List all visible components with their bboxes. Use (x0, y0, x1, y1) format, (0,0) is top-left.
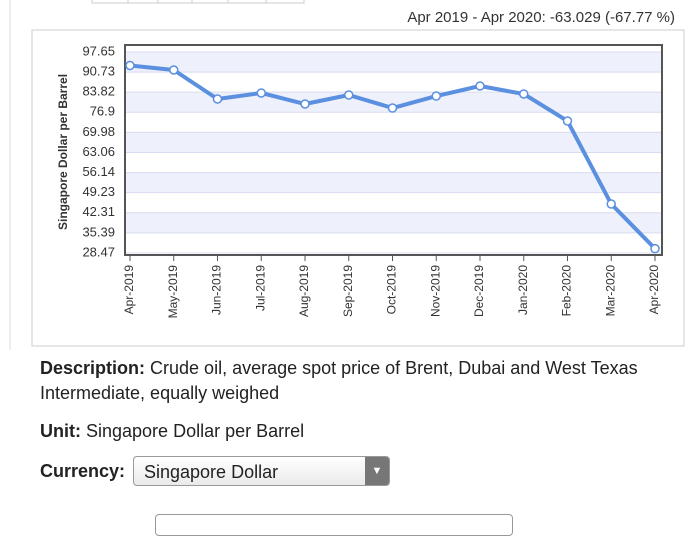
y-tick-label: 69.98 (82, 124, 115, 139)
x-tick-label: Jul-2019 (253, 265, 267, 311)
x-tick-label: Oct-2019 (385, 265, 399, 315)
x-tick-label: Sep-2019 (341, 265, 355, 317)
data-point (344, 90, 354, 100)
data-point (387, 103, 398, 113)
unit-label: Unit: (40, 421, 81, 441)
x-tick-label: Dec-2019 (472, 265, 486, 317)
y-tick-label: 90.73 (82, 64, 115, 79)
data-point (650, 243, 660, 254)
y-tick-label: 49.23 (82, 184, 115, 199)
data-point (125, 60, 135, 71)
x-tick-label: Jun-2019 (210, 265, 224, 315)
y-tick-label: 42.31 (82, 204, 115, 219)
x-tick-label: Aug-2019 (297, 265, 311, 317)
currency-label: Currency: (40, 461, 126, 481)
x-tick-label: Apr-2019 (122, 265, 136, 315)
partial-control (155, 514, 513, 536)
y-tick-label: 28.47 (82, 244, 115, 259)
x-tick-label: Feb-2020 (560, 265, 574, 317)
select-arrow: ▼ (365, 457, 389, 485)
data-point (256, 88, 266, 98)
plot-border (124, 44, 663, 256)
description-text: Crude oil, average spot price of Brent, … (40, 358, 638, 403)
x-tick-label: Nov-2019 (428, 265, 442, 317)
x-tick-label: Jan-2020 (516, 265, 530, 315)
top-buttons (91, 0, 305, 4)
x-tick-label: May-2019 (166, 265, 180, 319)
data-point (431, 91, 441, 101)
currency-selected: Singapore Dollar (144, 462, 279, 482)
plot-area: 97.65 90.73 83.82 76.9 69.98 63.06 56.14 49.23 4… (82, 43, 663, 319)
data-point (475, 81, 485, 91)
x-tick-label: Apr-2020 (647, 265, 661, 315)
y-tick-label: 56.14 (82, 164, 115, 179)
description: Description: Crude oil, average spot pri… (40, 356, 650, 406)
y-tick-label: 83.82 (82, 84, 115, 99)
y-axis-label: Singapore Dollar per Barrel (56, 74, 70, 230)
y-tick-label: 63.06 (82, 144, 115, 159)
data-point (169, 65, 179, 75)
currency: Currency: (40, 461, 125, 482)
y-tick-label: 35.39 (82, 224, 115, 239)
data-point (519, 89, 529, 99)
currency-select[interactable]: Singapore Dollar ▼ (133, 456, 390, 486)
unit-text: Singapore Dollar per Barrel (86, 421, 305, 441)
page: {"chart_data": {"type": "line", "title":… (9, 0, 685, 536)
y-tick-label: 76.9 (90, 104, 115, 119)
data-point (606, 199, 616, 209)
unit: Unit: Singapore Dollar per Barrel (40, 421, 304, 442)
grid-band (125, 212, 662, 233)
x-tick-label: Mar-2020 (603, 265, 617, 317)
chart: Apr 2019 - Apr 2020: -63.029 (-67.77 %) … (9, 0, 685, 350)
data-point (562, 116, 573, 126)
data-point (300, 99, 310, 109)
y-tick-label: 97.65 (82, 43, 115, 58)
data-point (212, 94, 223, 104)
chart-title: Apr 2019 - Apr 2020: -63.029 (-67.77 %) (407, 9, 675, 26)
grid-band (125, 172, 662, 193)
description-label: Description: (40, 358, 146, 378)
grid-band (125, 132, 662, 153)
grid-band (125, 52, 662, 73)
